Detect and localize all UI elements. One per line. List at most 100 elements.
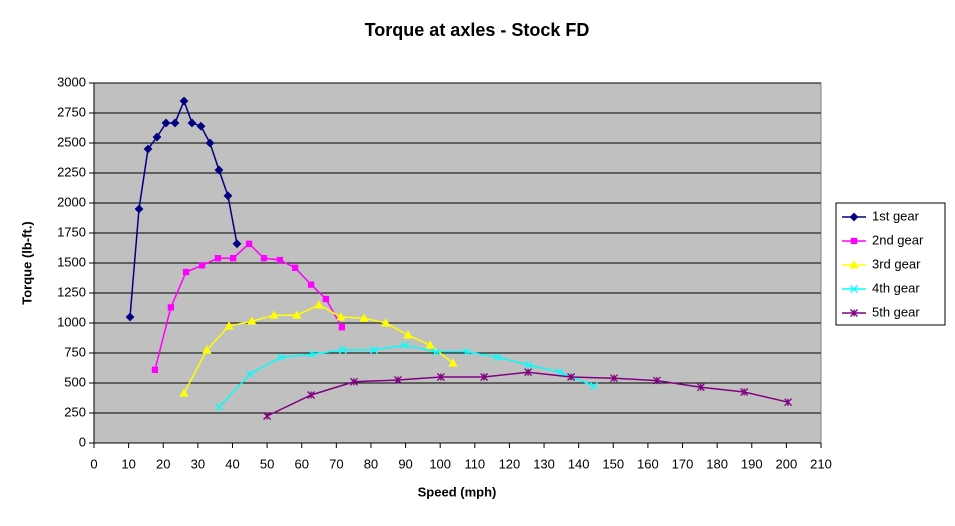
marker [246,370,255,378]
x-tick-label: 80 [364,456,378,471]
marker [308,350,317,359]
marker [462,347,471,356]
marker [276,353,285,362]
marker [381,318,391,327]
marker [187,118,197,128]
x-tick-label: 210 [810,456,832,471]
marker [850,285,858,293]
marker [400,341,409,350]
y-tick-label: 2000 [57,194,86,209]
marker [125,312,135,322]
y-tick-label: 3000 [57,74,86,89]
y-axis-label: Torque (lb-ft.) [19,221,34,305]
y-tick-label: 2250 [57,164,86,179]
legend-label: 1st gear [872,208,920,223]
x-tick-label: 190 [741,456,763,471]
marker [292,310,302,319]
marker [403,330,413,339]
y-tick-label: 750 [64,344,86,359]
x-tick-label: 170 [672,456,694,471]
marker [393,376,402,384]
marker [740,388,749,396]
marker [179,96,189,106]
marker [143,144,153,154]
marker [263,412,272,420]
marker [214,165,224,175]
x-tick-label: 10 [121,456,135,471]
y-tick-label: 1000 [57,314,86,329]
y-tick-label: 500 [64,374,86,389]
marker [224,321,234,330]
marker [179,388,189,397]
marker [448,358,458,367]
x-tick-label: 120 [499,456,521,471]
x-tick-label: 20 [156,456,170,471]
marker [849,260,859,269]
y-tick-label: 1500 [57,254,86,269]
legend-label: 2nd gear [872,232,924,247]
marker [322,295,330,303]
marker [359,313,369,322]
marker [269,310,279,319]
marker [291,264,299,271]
marker [336,312,346,321]
marker [338,346,347,354]
marker [849,212,859,222]
x-tick-label: 70 [329,456,343,471]
x-tick-label: 90 [398,456,412,471]
marker [307,281,315,288]
marker [314,300,324,309]
marker [232,239,242,249]
marker [214,255,222,262]
marker [167,304,175,311]
x-tick-label: 40 [225,456,239,471]
y-tick-label: 250 [64,404,86,419]
legend-label: 3rd gear [872,256,921,271]
marker [223,191,233,201]
marker [205,138,215,148]
x-axis-label: Speed (mph) [418,484,497,499]
x-tick-label: 180 [706,456,728,471]
x-tick-label: 50 [260,456,274,471]
x-tick-label: 110 [464,456,485,471]
marker [202,345,212,354]
marker [784,398,793,407]
marker [556,368,564,377]
marker [350,377,358,386]
x-tick-label: 0 [90,456,97,471]
marker [494,353,502,362]
marker [696,383,705,392]
marker [610,374,618,383]
marker [182,268,190,276]
marker [850,237,858,245]
marker [307,391,316,399]
x-tick-label: 200 [776,456,798,471]
marker [134,204,144,214]
legend-label: 5th gear [872,304,920,319]
marker [589,382,598,390]
marker [567,373,576,381]
marker [524,368,533,377]
marker [436,373,445,381]
x-tick-label: 100 [429,456,451,471]
marker [524,361,533,369]
x-tick-label: 160 [637,456,659,471]
marker [196,121,206,131]
marker [850,309,858,317]
legend-label: 4th gear [872,280,920,295]
x-tick-label: 150 [602,456,624,471]
marker [198,262,206,269]
marker [276,256,284,264]
marker [230,255,237,262]
marker [480,373,489,381]
x-tick-label: 60 [294,456,308,471]
marker [652,376,661,385]
y-tick-label: 2750 [57,104,86,119]
chart-title: Torque at axles - Stock FD [365,20,590,40]
x-tick-label: 30 [191,456,205,471]
marker [432,347,440,356]
x-tick-label: 130 [533,456,555,471]
y-tick-label: 1250 [57,284,86,299]
marker [370,346,379,354]
